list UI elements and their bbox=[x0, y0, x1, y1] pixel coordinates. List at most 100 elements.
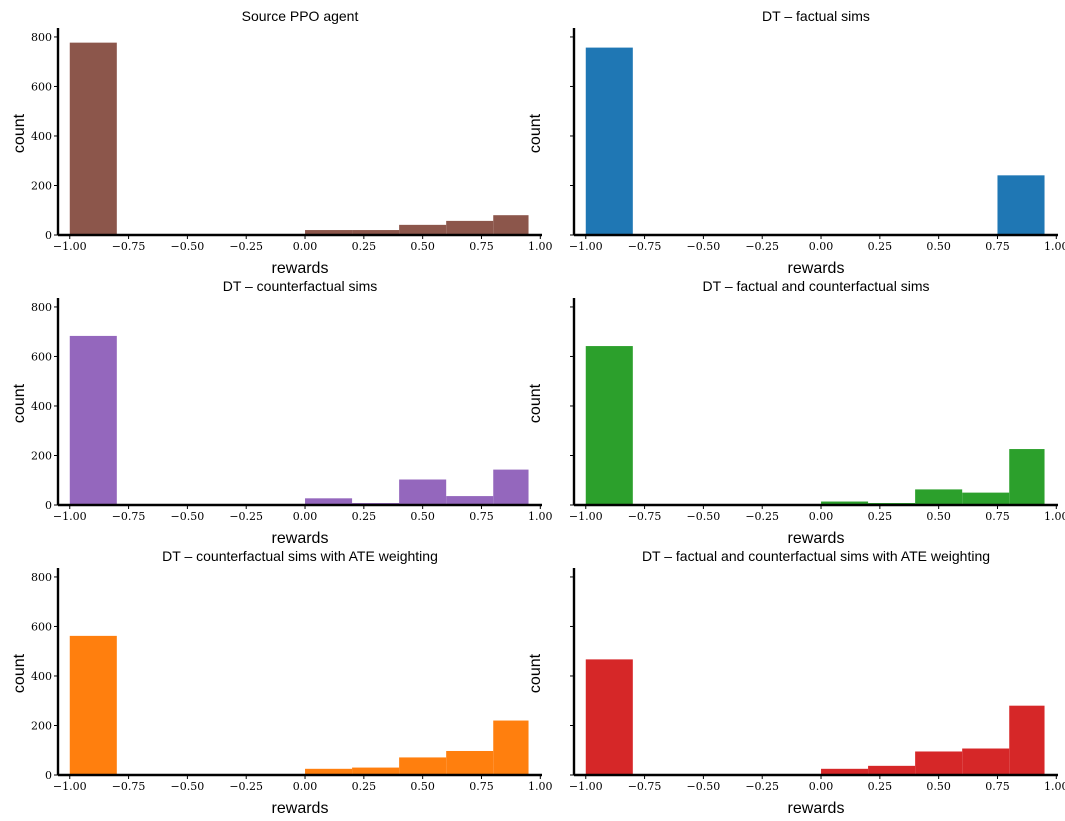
chart-title: DT – counterfactual sims bbox=[223, 278, 378, 294]
histogram-bar bbox=[69, 42, 117, 235]
x-tick-label: 0.75 bbox=[985, 780, 1010, 793]
histogram-bar bbox=[352, 767, 400, 775]
histogram-bar bbox=[446, 220, 494, 235]
x-tick-label: −0.75 bbox=[628, 780, 662, 793]
histogram-bar bbox=[399, 757, 447, 775]
y-tick-label: 200 bbox=[31, 179, 52, 192]
x-tick-label: 1.00 bbox=[1044, 240, 1065, 253]
histogram-bar bbox=[305, 498, 353, 505]
y-axis-label: count bbox=[527, 113, 544, 153]
histogram-bar bbox=[997, 175, 1045, 235]
x-tick-label: −0.50 bbox=[171, 510, 205, 523]
y-axis-label: count bbox=[11, 653, 28, 693]
x-tick-label: −0.75 bbox=[628, 240, 662, 253]
y-tick-label: 400 bbox=[31, 130, 52, 143]
chart-title: DT – counterfactual sims with ATE weight… bbox=[162, 548, 438, 564]
x-tick-label: 0.50 bbox=[410, 510, 435, 523]
x-tick-label: −0.75 bbox=[112, 240, 146, 253]
x-axis-label: rewards bbox=[272, 260, 329, 277]
panel-4: −1.00 −0.75 −0.50 −0.25 0.00 0.25 0.50 0.75 1.00… bbox=[527, 278, 1065, 547]
histogram-bar bbox=[868, 765, 916, 775]
histogram-bar bbox=[446, 750, 494, 775]
x-tick-label: 0.50 bbox=[410, 240, 435, 253]
x-tick-label: −0.75 bbox=[628, 510, 662, 523]
x-tick-label: −0.25 bbox=[229, 240, 263, 253]
x-axis-label: rewards bbox=[788, 800, 845, 817]
y-axis-label: count bbox=[11, 383, 28, 423]
x-axis-label: rewards bbox=[788, 260, 845, 277]
x-tick-label: −0.50 bbox=[687, 780, 721, 793]
x-tick-label: 1.00 bbox=[528, 510, 553, 523]
histogram-bar bbox=[493, 720, 529, 775]
chart-title: DT – factual and counterfactual sims wit… bbox=[642, 548, 990, 564]
y-axis-label: count bbox=[11, 113, 28, 153]
x-axis-label: rewards bbox=[788, 530, 845, 547]
histogram-bar bbox=[1009, 705, 1045, 775]
y-tick-label: 0 bbox=[45, 229, 52, 242]
histogram-bar bbox=[585, 47, 633, 235]
x-tick-label: 0.25 bbox=[352, 240, 377, 253]
x-tick-label: 0.00 bbox=[809, 510, 834, 523]
y-tick-label: 600 bbox=[31, 80, 52, 93]
x-tick-label: 0.50 bbox=[410, 780, 435, 793]
chart-title: DT – factual and counterfactual sims bbox=[703, 278, 930, 294]
histogram-bar bbox=[69, 335, 117, 505]
x-tick-label: −1.00 bbox=[53, 240, 87, 253]
x-tick-label: 1.00 bbox=[528, 780, 553, 793]
y-tick-label: 600 bbox=[31, 350, 52, 363]
x-tick-label: −0.75 bbox=[112, 780, 146, 793]
x-tick-label: 0.00 bbox=[809, 240, 834, 253]
chart-title: DT – factual sims bbox=[762, 8, 870, 24]
y-tick-label: 400 bbox=[31, 670, 52, 683]
x-tick-label: −0.75 bbox=[112, 510, 146, 523]
histogram-bar bbox=[493, 469, 529, 505]
panel-3: −1.00 −0.75 −0.50 −0.25 0.00 0.25 0.50 0.75 1.00… bbox=[11, 278, 553, 547]
x-tick-label: −0.25 bbox=[229, 510, 263, 523]
x-tick-label: 0.75 bbox=[985, 510, 1010, 523]
x-tick-label: 0.25 bbox=[352, 510, 377, 523]
x-tick-label: −1.00 bbox=[569, 510, 603, 523]
x-tick-label: 0.00 bbox=[293, 780, 318, 793]
y-tick-label: 0 bbox=[45, 769, 52, 782]
histogram-bar bbox=[585, 659, 633, 775]
x-tick-label: 0.25 bbox=[868, 780, 893, 793]
x-tick-label: −0.50 bbox=[687, 510, 721, 523]
x-tick-label: −0.25 bbox=[745, 510, 779, 523]
x-tick-label: 0.25 bbox=[352, 780, 377, 793]
histogram-bar bbox=[962, 492, 1010, 505]
x-tick-label: 0.00 bbox=[293, 240, 318, 253]
panel-6: −1.00 −0.75 −0.50 −0.25 0.00 0.25 0.50 0.75 1.00… bbox=[527, 548, 1065, 817]
x-tick-label: −0.25 bbox=[745, 780, 779, 793]
y-axis-label: count bbox=[527, 653, 544, 693]
histogram-bar bbox=[821, 768, 869, 775]
histogram-bar bbox=[305, 768, 353, 775]
x-tick-label: 1.00 bbox=[528, 240, 553, 253]
y-tick-label: 200 bbox=[31, 719, 52, 732]
x-tick-label: 0.75 bbox=[469, 510, 494, 523]
y-tick-label: 200 bbox=[31, 449, 52, 462]
x-axis-label: rewards bbox=[272, 800, 329, 817]
x-tick-label: −1.00 bbox=[53, 510, 87, 523]
x-tick-label: 1.00 bbox=[1044, 780, 1065, 793]
y-tick-label: 600 bbox=[31, 620, 52, 633]
x-tick-label: 0.75 bbox=[469, 780, 494, 793]
x-tick-label: −0.50 bbox=[171, 780, 205, 793]
y-tick-label: 0 bbox=[45, 499, 52, 512]
x-tick-label: −1.00 bbox=[53, 780, 87, 793]
y-axis-label: count bbox=[527, 383, 544, 423]
x-tick-label: 0.00 bbox=[809, 780, 834, 793]
histogram-bar bbox=[69, 635, 117, 775]
x-tick-label: 0.00 bbox=[293, 510, 318, 523]
x-tick-label: −0.50 bbox=[171, 240, 205, 253]
histogram-bar bbox=[915, 751, 963, 775]
histogram-bar bbox=[352, 230, 400, 235]
histogram-bar bbox=[585, 346, 633, 505]
x-tick-label: −0.50 bbox=[687, 240, 721, 253]
y-tick-label: 800 bbox=[31, 571, 52, 584]
chart-title: Source PPO agent bbox=[242, 8, 359, 24]
histogram-bar bbox=[399, 224, 447, 235]
histogram-bar bbox=[446, 496, 494, 505]
panel-5: −1.00 −0.75 −0.50 −0.25 0.00 0.25 0.50 0.75 1.00… bbox=[11, 548, 553, 817]
histogram-bar bbox=[305, 230, 353, 235]
